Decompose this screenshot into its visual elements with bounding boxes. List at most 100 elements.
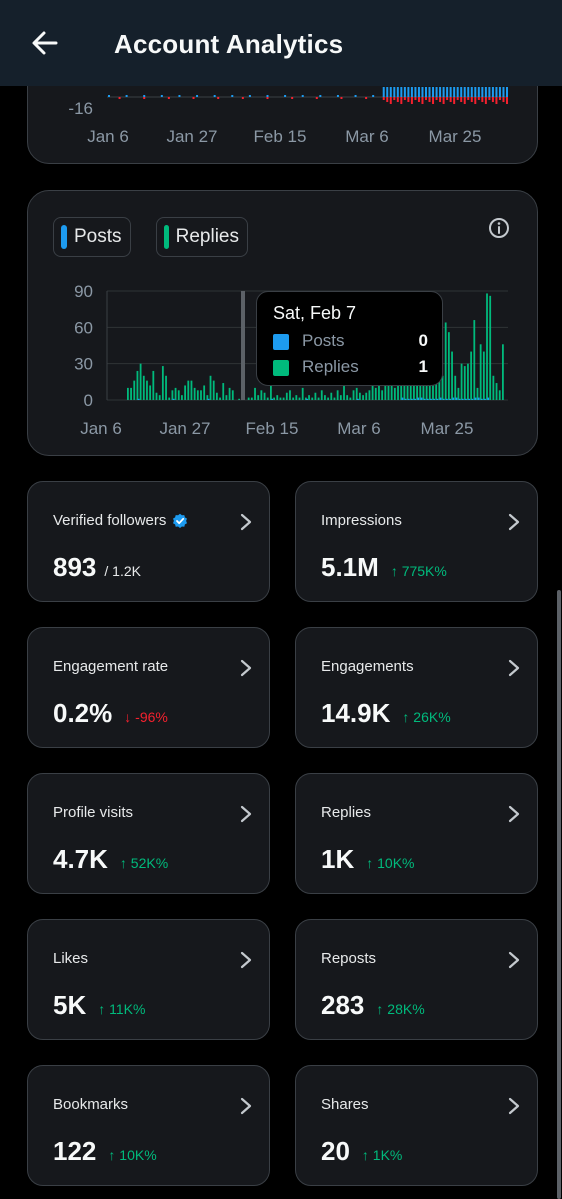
replies-bar xyxy=(292,397,295,400)
back-arrow-icon[interactable] xyxy=(30,28,60,58)
posts-color-swatch xyxy=(61,225,67,249)
replies-bar xyxy=(320,390,323,400)
replies-bar xyxy=(324,395,326,400)
top-chart-negative-bar xyxy=(498,97,501,100)
top-chart-negative-bar xyxy=(396,97,399,102)
posts-bar xyxy=(306,398,308,400)
top-chart-bar xyxy=(506,87,508,97)
replies-bar xyxy=(200,390,202,400)
top-chart-negative-bar xyxy=(217,97,220,99)
top-chart-bar xyxy=(498,87,501,97)
metric-value: 893 xyxy=(53,552,97,582)
replies-bar xyxy=(168,397,171,400)
replies-bar xyxy=(161,366,164,400)
top-chart-negative-bar xyxy=(467,97,470,100)
metric-label-row: Impressions xyxy=(321,512,402,529)
top-chart-negative-bar xyxy=(502,97,505,102)
top-chart-bar xyxy=(178,95,181,97)
legend-replies-toggle[interactable]: Replies xyxy=(156,217,248,257)
metric-value-row: 20 ↑ 1K% xyxy=(321,1136,402,1167)
metric-card-bookmarks[interactable]: Bookmarks 122 ↑ 10K% xyxy=(27,1065,270,1186)
replies-bar xyxy=(441,375,444,400)
top-chart-negative-bar xyxy=(421,97,424,104)
metric-card-likes[interactable]: Likes 5K ↑ 11K% xyxy=(27,919,270,1040)
replies-bar xyxy=(152,370,155,400)
replies-bar xyxy=(206,395,209,400)
metric-label-row: Reposts xyxy=(321,950,376,967)
metric-change: ↑ 11K% xyxy=(98,1001,146,1017)
metric-value-row: 1K ↑ 10K% xyxy=(321,844,415,875)
verified-icon xyxy=(173,513,188,528)
replies-bar xyxy=(266,397,269,400)
top-chart-bar xyxy=(248,95,251,97)
replies-bar xyxy=(219,397,221,400)
metric-card-reposts[interactable]: Reposts 283 ↑ 28K% xyxy=(295,919,538,1040)
replies-bar xyxy=(209,375,212,400)
metric-card-engagements[interactable]: Engagements 14.9K ↑ 26K% xyxy=(295,627,538,748)
metric-card-shares[interactable]: Shares 20 ↑ 1K% xyxy=(295,1065,538,1186)
page-scrollbar[interactable] xyxy=(557,590,561,1199)
metric-value: 1K xyxy=(321,844,355,874)
metric-change: ↑ 10K% xyxy=(108,1147,157,1163)
chevron-right-icon xyxy=(508,659,520,677)
replies-bar xyxy=(136,370,139,400)
metric-label: Impressions xyxy=(321,512,402,529)
replies-bar xyxy=(393,387,396,400)
posts-bar xyxy=(137,398,140,400)
legend-replies-label: Replies xyxy=(175,226,239,247)
top-chart-negative-bar xyxy=(315,97,318,99)
metric-card-verified-followers[interactable]: Verified followers 893 / 1.2K xyxy=(27,481,270,602)
top-chart-negative-bar xyxy=(386,97,389,102)
replies-bar xyxy=(444,322,447,400)
metric-total: / 1.2K xyxy=(104,563,141,579)
top-chart-bar xyxy=(403,87,406,97)
top-chart-x-label: Mar 25 xyxy=(429,127,482,146)
legend-posts-toggle[interactable]: Posts xyxy=(53,217,131,257)
top-chart-negative-bar xyxy=(491,97,494,102)
replies-bar xyxy=(228,387,231,400)
top-chart-bar xyxy=(491,87,494,97)
y-tick-label: 0 xyxy=(84,391,93,410)
top-chart-negative-bar xyxy=(460,97,463,102)
metric-card-profile-visits[interactable]: Profile visits 4.7K ↑ 52K% xyxy=(27,773,270,894)
posts-bar xyxy=(357,398,359,400)
metric-change: ↑ 26K% xyxy=(402,709,451,725)
replies-bar xyxy=(225,395,228,400)
replies-bar xyxy=(489,295,492,400)
replies-bar xyxy=(279,397,282,400)
x-tick-label: Jan 6 xyxy=(80,419,122,438)
metric-card-impressions[interactable]: Impressions 5.1M ↑ 775K% xyxy=(295,481,538,602)
replies-bar xyxy=(276,395,279,400)
posts-bar xyxy=(452,397,455,400)
top-chart-negative-bar xyxy=(432,97,435,104)
tooltip-replies-value: 1 xyxy=(418,357,428,376)
posts-bar xyxy=(465,398,467,400)
posts-bar xyxy=(458,398,461,400)
replies-bar xyxy=(146,380,148,400)
top-chart-bar xyxy=(463,87,466,97)
top-chart-bar xyxy=(266,95,269,97)
replies-bar xyxy=(171,390,174,400)
replies-bar xyxy=(336,390,339,400)
replies-bar xyxy=(467,363,469,400)
top-chart-negative-bar xyxy=(484,97,487,104)
top-chart-x-label: Jan 27 xyxy=(166,127,217,146)
x-tick-label: Jan 27 xyxy=(159,419,210,438)
replies-bar xyxy=(343,385,345,400)
replies-bar xyxy=(308,395,310,400)
replies-bar xyxy=(368,390,371,400)
metric-card-replies[interactable]: Replies 1K ↑ 10K% xyxy=(295,773,538,894)
info-icon[interactable] xyxy=(488,217,510,239)
top-chart-x-label: Mar 6 xyxy=(345,127,388,146)
replies-bar xyxy=(330,392,333,400)
replies-bar xyxy=(285,392,288,400)
replies-bar xyxy=(282,397,285,400)
posts-bar xyxy=(449,398,451,400)
posts-bar xyxy=(480,398,483,400)
top-chart-bar xyxy=(432,87,435,97)
metric-card-engagement-rate[interactable]: Engagement rate 0.2% ↓ -96% xyxy=(27,627,270,748)
metric-label: Replies xyxy=(321,804,372,821)
top-chart-x-label: Jan 6 xyxy=(87,127,129,146)
top-chart-y-tick: -16 xyxy=(68,99,93,118)
metric-value-row: 122 ↑ 10K% xyxy=(53,1136,157,1167)
